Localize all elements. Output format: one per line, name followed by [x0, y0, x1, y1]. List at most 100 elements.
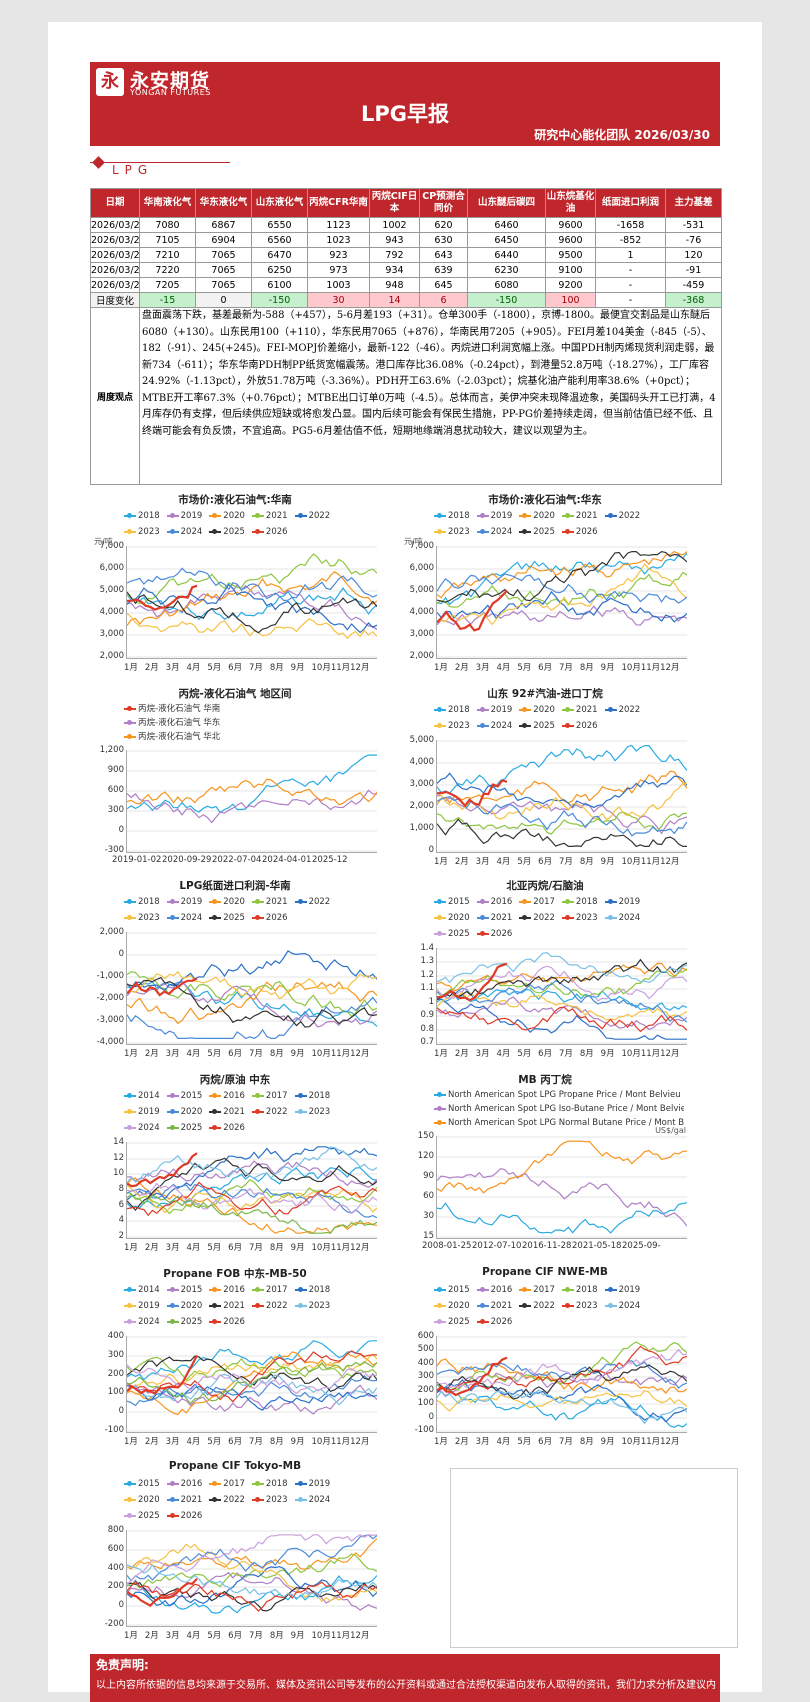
- legend-item: 2020: [434, 910, 470, 926]
- y-tick-label: 3,000: [99, 629, 124, 639]
- legend-swatch-icon: [434, 1105, 446, 1111]
- legend-item: 2019: [124, 1298, 160, 1314]
- chart: Propane CIF NWE-MB 2015 2016 2017 2018 201920…: [400, 1266, 690, 1452]
- legend-swatch-icon: [166, 512, 179, 518]
- legend-label: 2023: [448, 721, 470, 731]
- chart-svg: [437, 546, 687, 658]
- legend-swatch-icon: [434, 1286, 446, 1292]
- legend-item: 2023: [294, 1104, 330, 1120]
- legend-item: 2023: [124, 910, 160, 926]
- series-line: [437, 1356, 508, 1397]
- legend-item: 2015: [166, 1282, 202, 1298]
- legend-swatch-icon: [294, 1092, 307, 1098]
- section-diamond-icon: [92, 156, 105, 169]
- legend-item: 2019: [476, 702, 512, 718]
- chart-legend: 2018 2019 2020 2021 2022 2023 2024 2025 2026: [434, 508, 684, 540]
- table-cell: 7205: [139, 277, 196, 293]
- legend-swatch-icon: [124, 1480, 136, 1486]
- axis-unit-label: 元/吨: [94, 537, 113, 546]
- series-line: [437, 550, 687, 603]
- legend-swatch-icon: [124, 914, 136, 920]
- y-tick-label: 1.2: [420, 970, 434, 980]
- table-row: 2026/03/25721070656470923792643644095001…: [90, 247, 722, 263]
- legend-label: 2021: [223, 1301, 245, 1311]
- legend-label: 2016: [180, 1479, 203, 1489]
- legend-swatch-icon: [166, 1512, 179, 1518]
- chart-svg: [127, 1336, 377, 1432]
- y-tick-label: 90: [423, 1171, 434, 1181]
- legend-label: 2014: [138, 1091, 160, 1101]
- series-line: [437, 770, 687, 806]
- legend-item: 2016: [476, 1282, 512, 1298]
- table-header-cell: 山东烷基化油: [545, 188, 596, 218]
- series-line: [437, 989, 687, 1011]
- legend-label: 2020: [533, 511, 555, 521]
- x-tick-label: 4月: [496, 1049, 511, 1059]
- series-line: [437, 1383, 687, 1428]
- x-tick-label: 4月: [496, 1437, 511, 1447]
- x-tick-label: 8月: [579, 663, 594, 673]
- legend-label: 2022: [533, 913, 555, 923]
- x-tick-label: 6月: [228, 663, 243, 673]
- y-tick-label: 10: [113, 1168, 124, 1178]
- legend-swatch-icon: [124, 705, 136, 711]
- table-cell: 6100: [251, 277, 308, 293]
- legend-swatch-icon: [604, 914, 617, 920]
- table-header-cell: 丙烷CFR华南: [307, 188, 370, 218]
- legend-label: 2025: [138, 1511, 160, 1521]
- x-tick-label: 10月11月12月: [311, 1049, 370, 1059]
- table-row: 2026/03/27720570656100100394864560809200…: [90, 277, 722, 293]
- y-tick-label: 800: [107, 1525, 124, 1535]
- chart-plot-area: [436, 1136, 687, 1239]
- legend-swatch-icon: [561, 1302, 574, 1308]
- legend-item: 2026: [209, 1120, 245, 1136]
- legend-item: 2019: [166, 508, 202, 524]
- legend-label: 2023: [138, 527, 160, 537]
- table-cell: 2026/03/23: [90, 217, 140, 233]
- chart-legend: 2015 2016 2017 2018 2019 2020 2021 2022 2023 2024…: [124, 1476, 374, 1524]
- legend-item: 2022: [604, 702, 640, 718]
- legend-item: 2017: [209, 1476, 245, 1492]
- y-tick-label: 0.7: [420, 1037, 434, 1047]
- series-line: [127, 789, 377, 824]
- legend-item: North American Spot LPG Normal Butane Pr…: [434, 1116, 684, 1130]
- legend-swatch-icon: [294, 1496, 307, 1502]
- chart-plot-area: [126, 932, 377, 1045]
- legend-swatch-icon: [434, 1318, 446, 1324]
- y-tick-label: -4,000: [96, 1037, 124, 1047]
- legend-item: 2019: [604, 1282, 640, 1298]
- legend-item: 2019: [604, 894, 640, 910]
- x-tick-label: 9月: [600, 1049, 615, 1059]
- legend-label: 2019: [180, 897, 203, 907]
- legend-item: 丙烷-液化石油气 华东: [124, 716, 374, 730]
- y-tick-label: 30: [423, 1211, 434, 1221]
- legend-swatch-icon: [294, 1286, 307, 1292]
- legend-swatch-icon: [124, 1108, 136, 1114]
- legend-swatch-icon: [476, 930, 489, 936]
- legend-item: 2023: [561, 1298, 598, 1314]
- x-tick-label: 8月: [269, 1243, 284, 1253]
- series-line: [127, 1351, 377, 1416]
- legend-swatch-icon: [294, 1108, 307, 1114]
- legend-swatch-icon: [434, 930, 446, 936]
- legend-label: 2018: [448, 511, 470, 521]
- series-line: [127, 1146, 377, 1184]
- table-header-cell: CP预测合同价: [419, 188, 468, 218]
- chart: 山东 92#汽油-进口丁烷 2018 2019 2020 2021 2022 2023 202…: [400, 686, 690, 872]
- legend-label: North American Spot LPG Iso-Butane Price…: [448, 1104, 684, 1114]
- legend-swatch-icon: [124, 1318, 136, 1324]
- legend-item: 2025: [166, 1120, 202, 1136]
- table-cell: 120: [665, 247, 722, 263]
- view-label: 周度观点: [90, 307, 140, 485]
- change-cell: 6: [419, 292, 468, 308]
- series-line: [127, 612, 377, 640]
- chart-title: 丙烷-液化石油气 地区间: [178, 688, 292, 700]
- x-tick-label: 3月: [165, 1243, 180, 1253]
- table-cell: 645: [419, 277, 468, 293]
- legend-swatch-icon: [476, 914, 489, 920]
- chart-legend: 2015 2016 2017 2018 2019 2020 2021 2022 2023 2024…: [434, 894, 684, 942]
- legend-swatch-icon: [166, 1124, 179, 1130]
- table-cell: 643: [419, 247, 468, 263]
- x-tick-label: 5月: [517, 1437, 532, 1447]
- change-cell: 14: [369, 292, 420, 308]
